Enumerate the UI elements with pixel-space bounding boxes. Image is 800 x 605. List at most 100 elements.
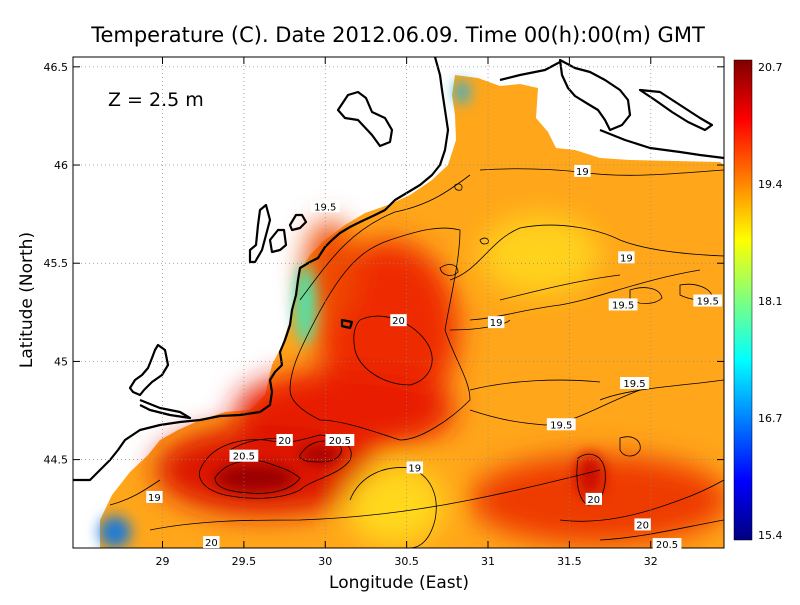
colorbar-tick-label: 20.7 — [758, 61, 783, 74]
contour-label-box — [276, 433, 293, 446]
x-tick-label: 31 — [481, 555, 495, 568]
contour-line — [289, 227, 471, 441]
grid-lines — [73, 57, 724, 548]
contour-line — [469, 269, 701, 321]
x-tick-label: 29.5 — [232, 555, 257, 568]
coastline-path — [268, 228, 288, 254]
contour-label: 19 — [148, 493, 161, 504]
y-tick-label: 45.5 — [44, 257, 69, 270]
contour-label: 20 — [392, 316, 405, 327]
y-tick-label: 46 — [54, 159, 68, 172]
coastline-path — [638, 88, 714, 132]
cold-corner-north — [454, 80, 470, 104]
contour-line — [299, 440, 342, 463]
warm-strip-west — [305, 220, 355, 320]
contour-line — [469, 389, 641, 426]
contour-line — [439, 264, 459, 276]
colorbar-tick-label: 18.1 — [758, 295, 783, 308]
contour-label-box — [390, 314, 407, 327]
coastline-path — [336, 90, 394, 148]
temperature-field — [99, 75, 724, 548]
contour-label: 19.5 — [550, 420, 572, 431]
contour-line — [353, 315, 433, 386]
x-tick-label: 31.5 — [557, 555, 582, 568]
colorbar — [733, 59, 753, 541]
contour-label-box — [406, 461, 423, 474]
map-title: Temperature (C). Date 2012.06.09. Time 0… — [90, 23, 705, 47]
contour-label-box — [652, 538, 682, 551]
contour-label-box — [693, 294, 723, 307]
contour-label: 19 — [490, 318, 503, 329]
y-axis: 44.5 45 45.5 46 46.5 — [44, 61, 724, 467]
contour-label-box — [620, 377, 649, 390]
contour-line — [599, 519, 724, 541]
contour-line — [149, 469, 601, 531]
coastline-path — [599, 128, 724, 160]
cold-strip-coast — [294, 265, 316, 345]
contour-label: 20 — [205, 538, 218, 549]
x-tick-label: 30 — [318, 555, 332, 568]
contour-label: 19.5 — [314, 202, 336, 213]
hot-spot-east — [576, 453, 604, 497]
x-tick-label: 30.5 — [394, 555, 419, 568]
contour-label-box — [310, 200, 340, 213]
x-tick-label: 32 — [644, 555, 658, 568]
coastline-path — [128, 343, 170, 397]
contour-line — [449, 224, 724, 281]
contour-label: 20 — [278, 436, 291, 447]
contour-label: 19.5 — [612, 300, 634, 311]
colorbar-tick-label: 15.4 — [758, 529, 783, 542]
contour-line — [299, 174, 471, 301]
coastline — [73, 57, 724, 482]
x-axis: 29 29.5 30 30.5 31 31.5 32 — [156, 57, 658, 568]
contour-label-box — [487, 316, 505, 329]
contour-label-box — [203, 536, 220, 549]
contour-label-box — [585, 492, 602, 505]
x-axis-label: Longitude (East) — [329, 573, 469, 593]
contour-label-box — [325, 433, 355, 446]
contour-label-box — [618, 251, 635, 264]
coastline-path — [288, 213, 308, 232]
contour-line — [109, 479, 161, 506]
contour-label-box — [634, 518, 651, 531]
contour-labels: 19 19.5 19 19 20 19.5 19.5 19.5 19.5 20 20.5 20.5 19… — [146, 164, 723, 551]
contour-line — [479, 237, 489, 245]
colorbar-ticks: 20.7 19.4 18.1 16.7 15.4 — [758, 61, 783, 542]
contour-label: 20.5 — [329, 436, 351, 447]
contour-line — [559, 479, 724, 522]
contour-label-box — [546, 418, 576, 431]
hot-core-central — [300, 447, 340, 463]
y-tick-label: 46.5 — [44, 61, 69, 74]
colorbar-tick-label: 16.7 — [758, 412, 783, 425]
contour-line — [454, 183, 463, 191]
contour-label: 19.5 — [697, 297, 719, 308]
plot-frame — [72, 56, 725, 549]
contour-line — [469, 379, 601, 391]
cold-corner-southwest — [99, 516, 131, 548]
contour-label: 19 — [408, 463, 421, 474]
contour-label: 20 — [636, 520, 649, 531]
contour-line — [599, 379, 724, 401]
contour-label-box — [574, 164, 591, 177]
y-axis-label: Latitude (North) — [17, 232, 37, 368]
coastline-path — [73, 57, 450, 482]
x-tick-label: 29 — [156, 555, 170, 568]
hot-core-south — [215, 464, 295, 492]
depth-label: Z = 2.5 m — [108, 89, 204, 111]
contour-label: 19 — [576, 167, 589, 178]
y-tick-label: 45 — [54, 355, 68, 368]
coastline-path — [558, 58, 632, 132]
contour-label-box — [608, 298, 638, 311]
coastline-path — [499, 61, 561, 82]
contour-label: 19.5 — [623, 379, 645, 390]
contour-label: 20.5 — [233, 452, 255, 463]
contour-label: 20 — [587, 495, 600, 506]
contour-label: 19 — [620, 253, 633, 264]
cool-patch-south — [345, 465, 445, 545]
cool-patch-east — [480, 215, 600, 295]
contour-lines — [109, 168, 724, 548]
coastline-path — [340, 318, 354, 330]
y-tick-label: 44.5 — [44, 454, 69, 467]
coastline-path — [139, 398, 192, 420]
